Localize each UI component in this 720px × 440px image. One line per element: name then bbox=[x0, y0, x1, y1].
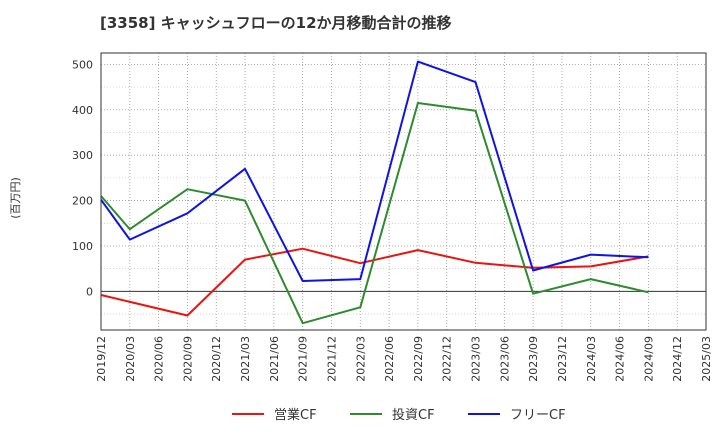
x-tick-label: 2021/12 bbox=[325, 336, 338, 382]
x-tick-label: 2024/12 bbox=[671, 336, 684, 382]
x-tick-label: 2023/03 bbox=[470, 336, 483, 382]
y-tick-labels: 0 100 200 300 400 500 bbox=[72, 58, 93, 298]
series-line bbox=[100, 60, 649, 282]
legend-label: 営業CF bbox=[274, 407, 317, 423]
x-tick-label: 2024/09 bbox=[642, 336, 655, 382]
y-tick-label: 500 bbox=[72, 58, 93, 71]
x-tick-label: 2021/06 bbox=[268, 336, 281, 382]
x-tick-label: 2025/03 bbox=[700, 336, 713, 382]
y-tick-label: 400 bbox=[72, 104, 93, 117]
x-tick-label: 2022/06 bbox=[383, 336, 396, 382]
x-tick-label: 2020/12 bbox=[210, 336, 223, 382]
x-tick-label: 2019/12 bbox=[95, 336, 108, 382]
x-tick-label: 2022/03 bbox=[354, 336, 367, 382]
series-line bbox=[100, 102, 649, 325]
series-line bbox=[100, 247, 649, 317]
y-tick-label: 0 bbox=[86, 285, 93, 298]
x-tick-label: 2021/09 bbox=[297, 336, 310, 382]
x-tick-labels: 2019/12 2020/03 2020/06 2020/09 2020/12 2021/… bbox=[95, 336, 713, 382]
x-tick-label: 2024/03 bbox=[585, 336, 598, 382]
x-tick-label: 2023/09 bbox=[527, 336, 540, 382]
y-tick-label: 100 bbox=[72, 240, 93, 253]
x-tick-label: 2020/03 bbox=[124, 336, 137, 382]
series-lines bbox=[100, 60, 649, 325]
x-tick-label: 2020/06 bbox=[153, 336, 166, 382]
x-tick-label: 2020/09 bbox=[181, 336, 194, 382]
y-tick-label: 300 bbox=[72, 149, 93, 162]
plot-background bbox=[101, 53, 706, 330]
x-tick-label: 2022/12 bbox=[441, 336, 454, 382]
x-tick-label: 2024/06 bbox=[614, 336, 627, 382]
x-tick-label: 2021/03 bbox=[239, 336, 252, 382]
grid-lines bbox=[101, 53, 706, 330]
chart-title: [3358] キャッシュフローの12か月移動合計の推移 bbox=[100, 14, 452, 32]
x-tick-label: 2022/09 bbox=[412, 336, 425, 382]
x-tick-label: 2023/06 bbox=[498, 336, 511, 382]
legend-label: 投資CF bbox=[392, 407, 435, 423]
x-tick-label: 2023/12 bbox=[556, 336, 569, 382]
legend: 営業CF 投資CF フリーCF bbox=[232, 407, 566, 423]
legend-label: フリーCF bbox=[510, 408, 566, 423]
y-tick-label: 200 bbox=[72, 195, 93, 208]
plot-frame bbox=[100, 52, 707, 331]
